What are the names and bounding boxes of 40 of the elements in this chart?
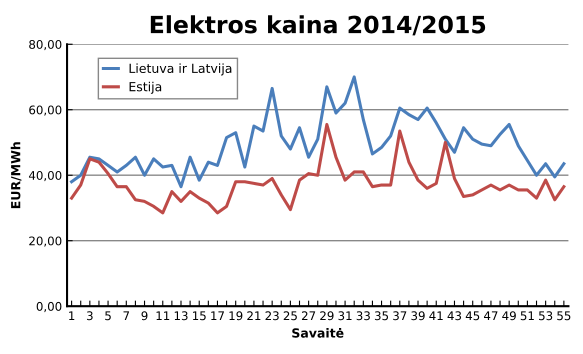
x-tick-label: 23 <box>266 311 279 320</box>
x-tick-label: 33 <box>356 311 370 320</box>
line-series <box>70 122 566 214</box>
x-tick-label: 7 <box>124 311 130 320</box>
y-axis-title: EUR/MWh <box>10 142 22 208</box>
x-tick-label: 55 <box>557 311 570 320</box>
legend-label: Estija <box>130 82 162 94</box>
x-tick-label: 11 <box>156 311 170 320</box>
x-tick-label: 53 <box>539 311 552 320</box>
line-series <box>70 75 566 188</box>
y-tick-label: 60,00 <box>29 105 62 116</box>
x-tick-label: 9 <box>142 311 148 320</box>
y-tick-label: 20,00 <box>29 236 62 247</box>
chart-title: Elektros kaina 2014/2015 <box>150 15 486 36</box>
x-tick-label: 1 <box>69 311 74 320</box>
x-tick-label: 13 <box>174 311 188 320</box>
x-tick-label: 29 <box>320 311 334 320</box>
x-tick-label: 45 <box>466 311 480 320</box>
x-tick-label: 5 <box>105 311 111 320</box>
x-tick-label: 17 <box>211 311 224 320</box>
x-tick-label: 3 <box>86 311 93 320</box>
x-tick-label: 27 <box>302 311 316 320</box>
x-tick-label: 39 <box>411 311 425 320</box>
y-tick-label: 40,00 <box>28 170 62 182</box>
x-tick-label: 15 <box>193 311 206 320</box>
x-tick-label: 19 <box>229 311 242 320</box>
x-tick-label: 43 <box>448 311 462 320</box>
x-tick-label: 51 <box>520 311 534 320</box>
x-tick-label: 21 <box>247 311 260 320</box>
x-tick-label: 47 <box>484 311 498 320</box>
legend-label: Lietuva ir Latvija <box>130 63 232 76</box>
x-tick-label: 35 <box>374 311 388 320</box>
y-tick-label: 0,00 <box>36 302 62 312</box>
x-tick-label: 25 <box>284 311 297 320</box>
x-tick-label: 49 <box>502 311 516 320</box>
y-tick-label: 80,00 <box>29 40 62 50</box>
x-tick-label: 31 <box>338 311 352 320</box>
x-axis-title: Savaitė <box>292 328 344 338</box>
x-tick-label: 41 <box>429 311 443 320</box>
x-tick-label: 37 <box>393 311 406 320</box>
